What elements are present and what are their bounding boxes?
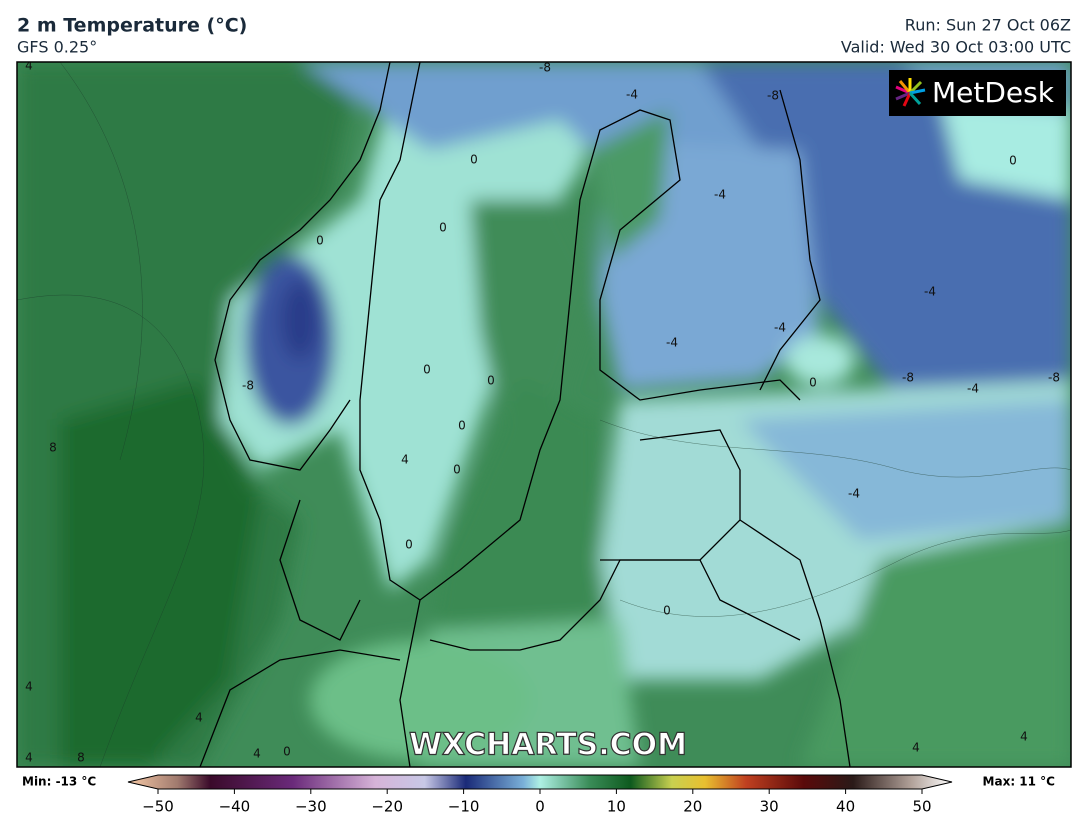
contour-label: -8 — [539, 61, 551, 75]
colorbar-min: Min: -13 °C — [22, 775, 96, 789]
logo-text: MetDesk — [932, 76, 1055, 109]
run-time: Run: Sun 27 Oct 06Z — [905, 16, 1071, 35]
contour-label: -4 — [967, 382, 979, 396]
contour-label: 0 — [283, 745, 291, 759]
colorbar-tick-label: 50 — [912, 798, 931, 816]
watermark: WXCHARTS.COM — [409, 728, 687, 763]
colorbar-tick-label: −10 — [448, 798, 480, 816]
contour-label: 0 — [470, 153, 478, 167]
contour-label: -8 — [902, 371, 914, 385]
title: 2 m Temperature (°C) — [17, 15, 247, 37]
contour-label: 0 — [316, 234, 324, 248]
contour-label: -4 — [626, 88, 638, 102]
contour-label: 0 — [487, 374, 495, 388]
colorbar — [127, 774, 953, 790]
contour-label: -4 — [848, 487, 860, 501]
colorbar-tick-label: 10 — [607, 798, 626, 816]
contour-label: 4 — [1020, 730, 1028, 744]
logo-icon — [895, 78, 926, 107]
model: GFS 0.25° — [17, 38, 97, 57]
contour-label: 4 — [25, 680, 33, 694]
colorbar-max: Max: 11 °C — [983, 775, 1056, 789]
contour-label: 4 — [25, 751, 33, 765]
borders — [199, 62, 851, 767]
contour-label: 0 — [405, 538, 413, 552]
contour-label: 0 — [453, 463, 461, 477]
contour-label: -4 — [924, 285, 936, 299]
colorbar-tick-label: 30 — [760, 798, 779, 816]
colorbar-tick-label: 0 — [535, 798, 545, 816]
contour-label: 0 — [663, 604, 671, 618]
contour-label: 4 — [25, 59, 33, 73]
contour-label: -8 — [767, 89, 779, 103]
contour-label: 0 — [1009, 154, 1017, 168]
contour-label: 0 — [458, 419, 466, 433]
colorbar-tick-label: 20 — [683, 798, 702, 816]
colorbar-tick-label: −30 — [295, 798, 327, 816]
contour-label: -8 — [242, 379, 254, 393]
contour-label: 0 — [809, 376, 817, 390]
contour-label: 0 — [439, 221, 447, 235]
map-field: 4 -8 -4 -8 0 0 -4 0 0 -4 -4 -4 -8 0 0 0 -8 -4 -8 0 8 4 0 -4 0 0 4 4… — [17, 59, 1071, 767]
contour-label: -4 — [774, 321, 786, 335]
contour-label: -4 — [714, 188, 726, 202]
colorbar-tick-label: −20 — [371, 798, 403, 816]
contour-label: 4 — [253, 747, 261, 761]
contour-label: -8 — [1048, 371, 1060, 385]
logo-box — [889, 70, 1066, 116]
contour-label: 4 — [195, 711, 203, 725]
contour-label: 0 — [423, 363, 431, 377]
contour-label: -4 — [666, 336, 678, 350]
colorbar-tick-label: −50 — [142, 798, 174, 816]
colorbar-tick-label: −40 — [219, 798, 251, 816]
contour-label: 8 — [77, 751, 85, 765]
contour-label: 4 — [912, 741, 920, 755]
valid-time: Valid: Wed 30 Oct 03:00 UTC — [841, 38, 1071, 57]
contour-label: 4 — [401, 453, 409, 467]
colorbar-tick-label: 40 — [836, 798, 855, 816]
contour-label: 8 — [49, 441, 57, 455]
